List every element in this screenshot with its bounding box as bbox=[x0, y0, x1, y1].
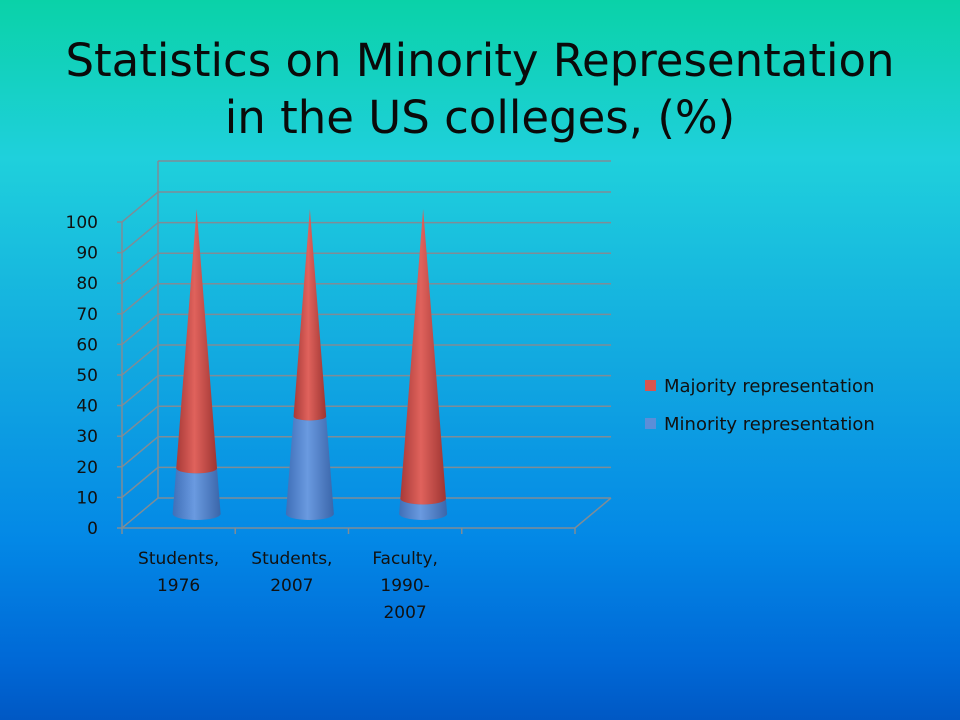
cone-segment-majority-representation bbox=[176, 209, 218, 474]
category-label: Students, 2007 bbox=[251, 549, 332, 596]
y-tick-label: 10 bbox=[76, 488, 98, 508]
y-tick-label: 100 bbox=[66, 213, 98, 233]
cone-segment-majority-representation bbox=[400, 209, 446, 505]
y-tick-label: 30 bbox=[76, 427, 98, 447]
title-line-1: Statistics on Minority Representation bbox=[65, 34, 895, 87]
y-tick-label: 90 bbox=[76, 244, 98, 264]
cone-segment-majority-representation bbox=[293, 209, 327, 421]
cone-segment-minority-representation bbox=[399, 498, 448, 520]
y-axis-ticks: 0 10 20 30 40 50 60 70 80 90 100 bbox=[66, 213, 98, 539]
title-line-2: in the US colleges, (%) bbox=[224, 91, 736, 144]
y-tick-label: 70 bbox=[76, 305, 98, 325]
y-tick-label: 50 bbox=[76, 366, 98, 386]
gridline bbox=[121, 191, 611, 223]
legend-label: Majority representation bbox=[664, 376, 874, 397]
cone-segment-minority-representation bbox=[172, 468, 221, 520]
category-label: Faculty, 1990-2007 bbox=[372, 549, 438, 623]
slide-title: Statistics on Minority Representation in… bbox=[0, 32, 960, 146]
cone-segment-minority-representation bbox=[285, 416, 334, 520]
y-tick-label: 80 bbox=[76, 274, 98, 294]
y-tick-label: 60 bbox=[76, 335, 98, 355]
legend-swatch bbox=[645, 380, 656, 391]
legend: Majority representation Minority represen… bbox=[645, 376, 875, 435]
legend-swatch bbox=[645, 418, 656, 429]
cones bbox=[172, 209, 448, 520]
y-tick-label: 20 bbox=[76, 458, 98, 478]
category-label: Students, 1976 bbox=[138, 549, 219, 596]
y-tick-label: 0 bbox=[87, 519, 98, 539]
y-tick-label: 40 bbox=[76, 397, 98, 417]
category-labels: Students, 1976 Students, 2007 Faculty, 1990-2… bbox=[138, 549, 438, 623]
legend-label: Minority representation bbox=[664, 414, 875, 435]
gridlines bbox=[117, 160, 612, 534]
